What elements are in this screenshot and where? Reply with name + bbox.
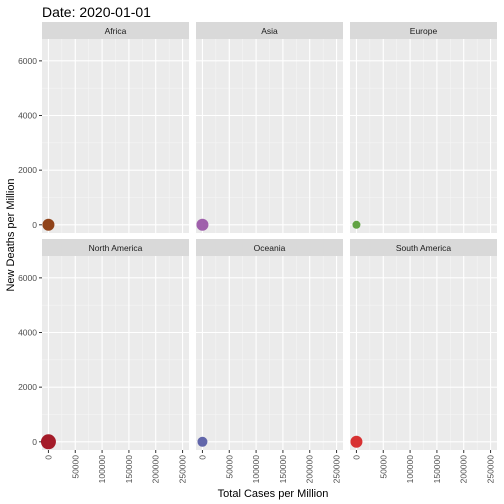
x-tick-label: 150000: [432, 455, 442, 484]
x-tick-label: 0: [43, 455, 53, 460]
data-point: [40, 434, 56, 450]
data-point: [42, 218, 55, 231]
x-axis-title: Total Cases per Million: [218, 488, 329, 500]
x-tick-label: 0: [197, 455, 207, 460]
x-tick-label: 0: [351, 455, 361, 460]
x-tick-label: 200000: [305, 455, 315, 484]
data-point: [197, 436, 208, 447]
facet-strip-label: Asia: [261, 26, 278, 36]
x-tick-label: 150000: [124, 455, 134, 484]
facet-strip: [42, 239, 189, 256]
x-tick-label: 200000: [459, 455, 469, 484]
x-tick-label: 100000: [97, 455, 107, 484]
x-tick-label: 50000: [224, 455, 234, 479]
facet-strip-label: Africa: [105, 26, 127, 36]
y-tick-label: 6000: [18, 56, 37, 66]
x-tick-label: 250000: [178, 455, 188, 484]
facet-strip: [42, 22, 189, 39]
y-tick-label: 6000: [18, 273, 37, 283]
x-tick-label: 150000: [278, 455, 288, 484]
y-tick-label: 2000: [18, 165, 37, 175]
y-axis-title: New Deaths per Million: [5, 178, 17, 291]
x-tick-label: 250000: [486, 455, 496, 484]
facet-strip: [196, 22, 343, 39]
facet-strip: [350, 239, 497, 256]
y-tick-label: 0: [32, 220, 37, 230]
data-point: [196, 218, 209, 231]
x-tick-label: 250000: [332, 455, 342, 484]
facet-strip-label: South America: [396, 243, 452, 253]
data-point: [350, 435, 363, 448]
facet-strip-label: Europe: [410, 26, 438, 36]
x-tick-label: 100000: [251, 455, 261, 484]
x-tick-label: 50000: [378, 455, 388, 479]
y-tick-label: 2000: [18, 382, 37, 392]
facet-strip-label: North America: [89, 243, 143, 253]
chart-title: Date: 2020-01-01: [42, 4, 151, 20]
y-tick-label: 4000: [18, 328, 37, 338]
y-tick-label: 0: [32, 437, 37, 447]
x-tick-label: 100000: [405, 455, 415, 484]
facet-strip-label: Oceania: [254, 243, 286, 253]
data-point: [352, 220, 361, 229]
x-tick-label: 200000: [151, 455, 161, 484]
facet-strip: [350, 22, 497, 39]
y-tick-label: 4000: [18, 111, 37, 121]
x-tick-label: 50000: [70, 455, 80, 479]
facet-strip: [196, 239, 343, 256]
facet-panels: Africa 0 2000 4000 6000 Asia Europe North Ameri…: [18, 22, 497, 483]
